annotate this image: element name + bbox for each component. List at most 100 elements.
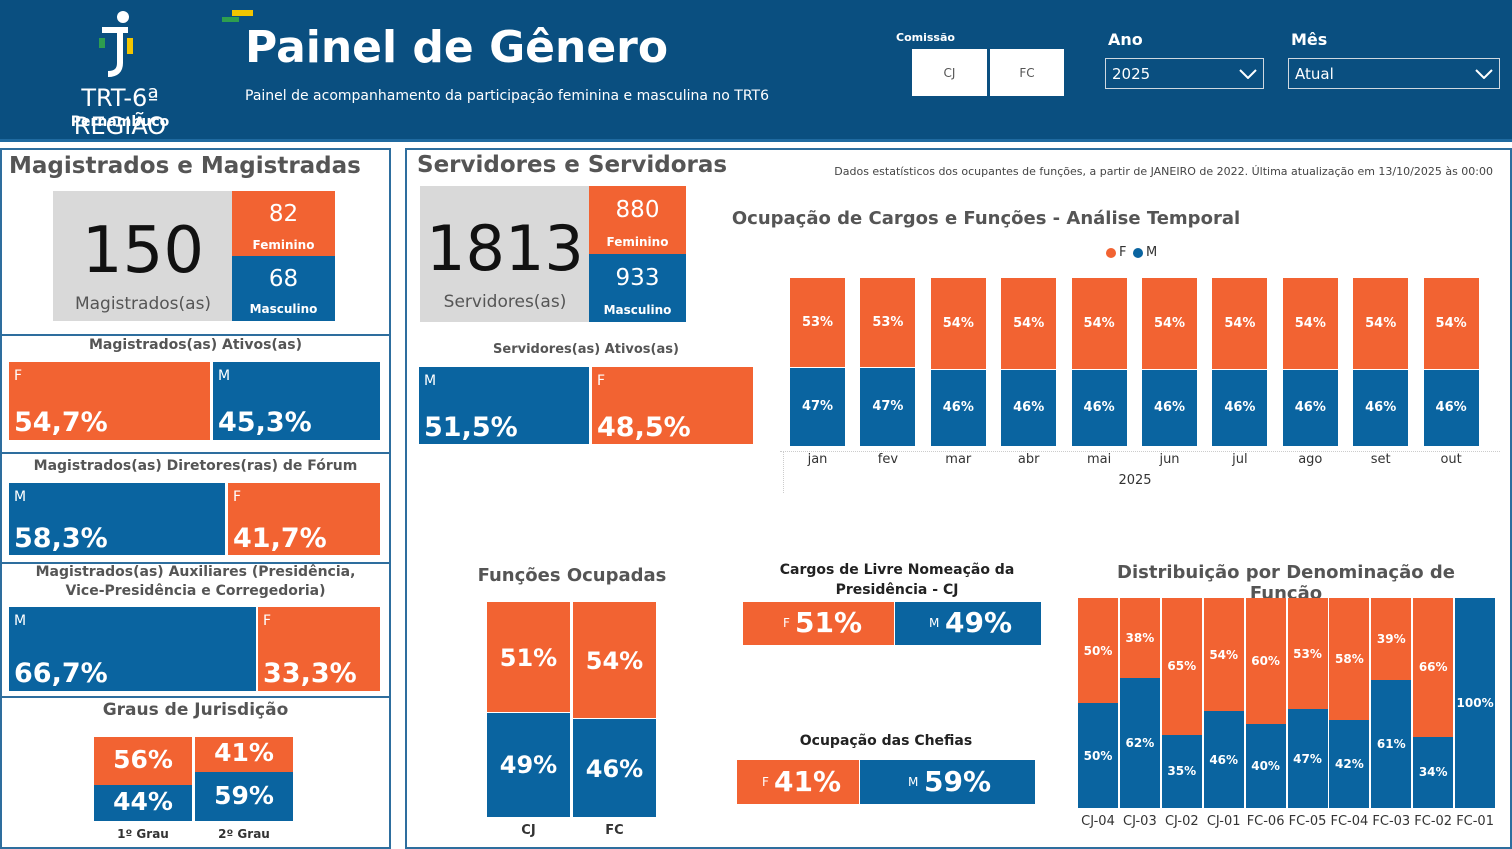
serv-ativos-bar-f[interactable]: F 48,5%	[592, 367, 753, 444]
servidores-total: 1813	[426, 212, 584, 285]
bar-segment-m[interactable]	[1078, 703, 1118, 808]
tick-label: FC-06	[1246, 814, 1285, 829]
servidores-fem-label: Feminino	[606, 235, 669, 249]
serv-ativos-bar-m[interactable]: M 51,5%	[419, 367, 589, 444]
mag-auxiliares-title-line2: Vice-Presidência e Corregedoria)	[65, 583, 326, 599]
distrib-chart: 50% 50% CJ-04 38% 62% CJ-03 65% 35% CJ-02 54% 46% C…	[1077, 598, 1497, 834]
bar-segment-m[interactable]	[1423, 369, 1479, 446]
bar-segment-m[interactable]	[860, 368, 916, 446]
mag-diretores-bar-m[interactable]: M 58,3%	[9, 483, 225, 555]
bar-label: F	[233, 489, 242, 505]
bar-segment-f[interactable]	[1071, 278, 1127, 369]
mag-ativos-bar-m[interactable]: M 45,3%	[213, 362, 380, 440]
bar-segment-m[interactable]	[1071, 369, 1127, 446]
legend-f-label: F	[1119, 245, 1127, 260]
bar-segment-f[interactable]	[1329, 598, 1370, 720]
bar-segment-f[interactable]	[487, 602, 570, 712]
bar-segment-f[interactable]	[573, 602, 656, 719]
bar-segment-m[interactable]	[1203, 711, 1244, 808]
data-label: 65%	[1167, 659, 1197, 674]
bar-segment-f[interactable]	[1161, 598, 1202, 735]
bar-segment-m[interactable]	[790, 368, 845, 446]
tick-label: CJ-01	[1206, 814, 1241, 829]
mes-value: Atual	[1295, 64, 1334, 83]
bar-segment-f[interactable]	[1001, 278, 1057, 369]
mag-auxiliares-bar-f[interactable]: F 33,3%	[258, 607, 380, 691]
tick-label: fev	[877, 452, 899, 467]
mag-auxiliares-bar-m[interactable]: M 66,7%	[9, 607, 256, 691]
magistrados-fem-value: 82	[268, 201, 299, 227]
bar-segment-m[interactable]	[1287, 709, 1328, 808]
tick-label: mar	[945, 452, 972, 467]
magistrados-masc-label: Masculino	[249, 302, 318, 316]
bar-segment-f[interactable]	[860, 278, 916, 368]
bar-segment-m[interactable]	[930, 369, 986, 446]
servidores-panel	[405, 148, 1512, 849]
bar-segment-m[interactable]	[1001, 369, 1057, 446]
bar-segment-m[interactable]	[1329, 719, 1370, 808]
bar-segment-m[interactable]	[1119, 677, 1160, 808]
comissao-cj-button[interactable]: CJ	[912, 49, 987, 96]
bar-segment-f[interactable]	[790, 278, 845, 368]
tick-label: FC-03	[1372, 814, 1411, 829]
bar-segment-m[interactable]	[573, 719, 656, 817]
tick-label: CJ-02	[1164, 814, 1199, 829]
grau1-bar-f[interactable]: 56%	[94, 737, 192, 785]
divider	[0, 562, 391, 564]
bar-segment-f[interactable]	[1287, 598, 1328, 710]
bar-segment-f[interactable]	[930, 278, 986, 369]
ano-dropdown[interactable]: 2025	[1105, 58, 1264, 89]
bar-segment-f[interactable]	[1413, 598, 1454, 737]
logo-symbol-icon	[99, 11, 133, 77]
bar-segment-m[interactable]	[1413, 736, 1454, 808]
bar-segment-f[interactable]	[1203, 598, 1244, 712]
cargos-bar-m[interactable]: M 49%	[895, 602, 1041, 645]
data-label: 54%	[1153, 315, 1186, 331]
data-label: 100%	[1456, 696, 1494, 710]
magistrados-masc-card	[232, 256, 335, 321]
bar-label: F	[762, 775, 769, 789]
grau1-bar-m[interactable]: 44%	[94, 785, 192, 821]
magistrados-total: 150	[81, 214, 205, 288]
bar-label: M	[929, 616, 940, 630]
temporal-chart-title: Ocupação de Cargos e Funções - Análise T…	[731, 208, 1241, 229]
data-label: 54%	[1294, 315, 1326, 331]
bar-segment-m[interactable]	[1161, 734, 1202, 808]
bar-segment-m[interactable]	[1371, 679, 1412, 808]
bar-percent: 41,7%	[233, 523, 327, 554]
bar-segment-m[interactable]	[1142, 369, 1197, 446]
grau2-bar-f[interactable]: 41%	[195, 737, 293, 772]
bar-segment-f[interactable]	[1282, 278, 1338, 369]
cargos-bar-f[interactable]: F 51%	[743, 602, 894, 645]
data-label: 46%	[1209, 752, 1239, 767]
mes-dropdown[interactable]: Atual	[1288, 58, 1500, 89]
bar-segment-m[interactable]	[1282, 369, 1338, 446]
bar-segment-f[interactable]	[1371, 598, 1412, 680]
chefias-bar-m[interactable]: M 59%	[860, 760, 1035, 804]
comissao-fc-button[interactable]: FC	[990, 49, 1064, 96]
bar-segment-f[interactable]	[1423, 278, 1479, 369]
bar-segment-m[interactable]	[1353, 369, 1409, 446]
data-label: 62%	[1125, 735, 1155, 750]
bar-segment-m[interactable]	[1212, 369, 1268, 446]
bar-segment-f[interactable]	[1245, 598, 1286, 724]
funcoes-chart: 51% 49% CJ 54% 46% FC	[487, 602, 659, 842]
tick-label: abr	[1017, 452, 1040, 467]
bar-segment-m[interactable]	[1455, 598, 1496, 808]
chefias-title: Ocupação das Chefias	[799, 733, 973, 749]
legend-f-marker	[1106, 248, 1116, 258]
bar-percent: 58,3%	[14, 523, 108, 554]
mag-ativos-bar-f[interactable]: F 54,7%	[9, 362, 210, 440]
chevron-down-icon	[1475, 68, 1493, 79]
mag-diretores-bar-f[interactable]: F 41,7%	[228, 483, 380, 555]
grau2-bar-m[interactable]: 59%	[195, 772, 293, 821]
bar-segment-f[interactable]	[1353, 278, 1409, 369]
bar-segment-m[interactable]	[1245, 724, 1286, 808]
bar-segment-f[interactable]	[1119, 598, 1160, 678]
bar-segment-f[interactable]	[1212, 278, 1268, 369]
serv-ativos-title: Servidores(as) Ativos(as)	[493, 342, 679, 357]
bar-segment-f[interactable]	[1078, 598, 1118, 703]
chefias-bar-f[interactable]: F 41%	[737, 760, 859, 804]
bar-segment-m[interactable]	[487, 712, 570, 817]
bar-segment-f[interactable]	[1142, 278, 1197, 369]
